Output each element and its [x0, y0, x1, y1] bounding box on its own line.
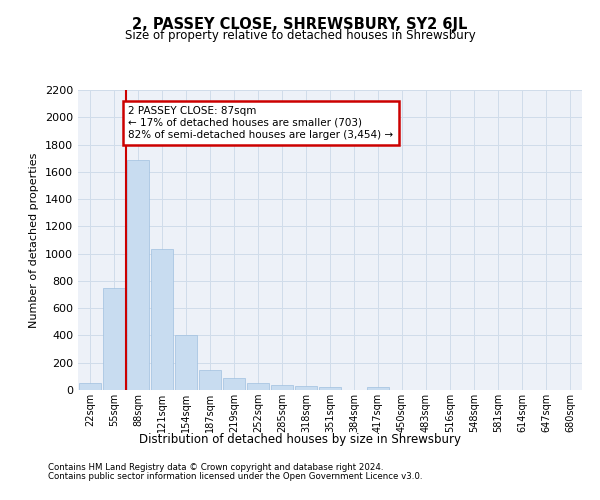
Text: 2, PASSEY CLOSE, SHREWSBURY, SY2 6JL: 2, PASSEY CLOSE, SHREWSBURY, SY2 6JL [133, 18, 467, 32]
Text: 2 PASSEY CLOSE: 87sqm
← 17% of detached houses are smaller (703)
82% of semi-det: 2 PASSEY CLOSE: 87sqm ← 17% of detached … [128, 106, 394, 140]
Bar [79, 382, 101, 390]
Bar [151, 249, 173, 390]
Y-axis label: Number of detached properties: Number of detached properties [29, 152, 40, 328]
Bar [223, 378, 245, 390]
Bar [127, 160, 149, 390]
Bar [199, 370, 221, 390]
Bar [271, 384, 293, 390]
Bar [175, 335, 197, 390]
Text: Contains public sector information licensed under the Open Government Licence v3: Contains public sector information licen… [48, 472, 422, 481]
Text: Contains HM Land Registry data © Crown copyright and database right 2024.: Contains HM Land Registry data © Crown c… [48, 464, 383, 472]
Bar [295, 386, 317, 390]
Text: Distribution of detached houses by size in Shrewsbury: Distribution of detached houses by size … [139, 432, 461, 446]
Bar [367, 388, 389, 390]
Bar [103, 288, 125, 390]
Text: Size of property relative to detached houses in Shrewsbury: Size of property relative to detached ho… [125, 29, 475, 42]
Bar [319, 388, 341, 390]
Bar [247, 383, 269, 390]
